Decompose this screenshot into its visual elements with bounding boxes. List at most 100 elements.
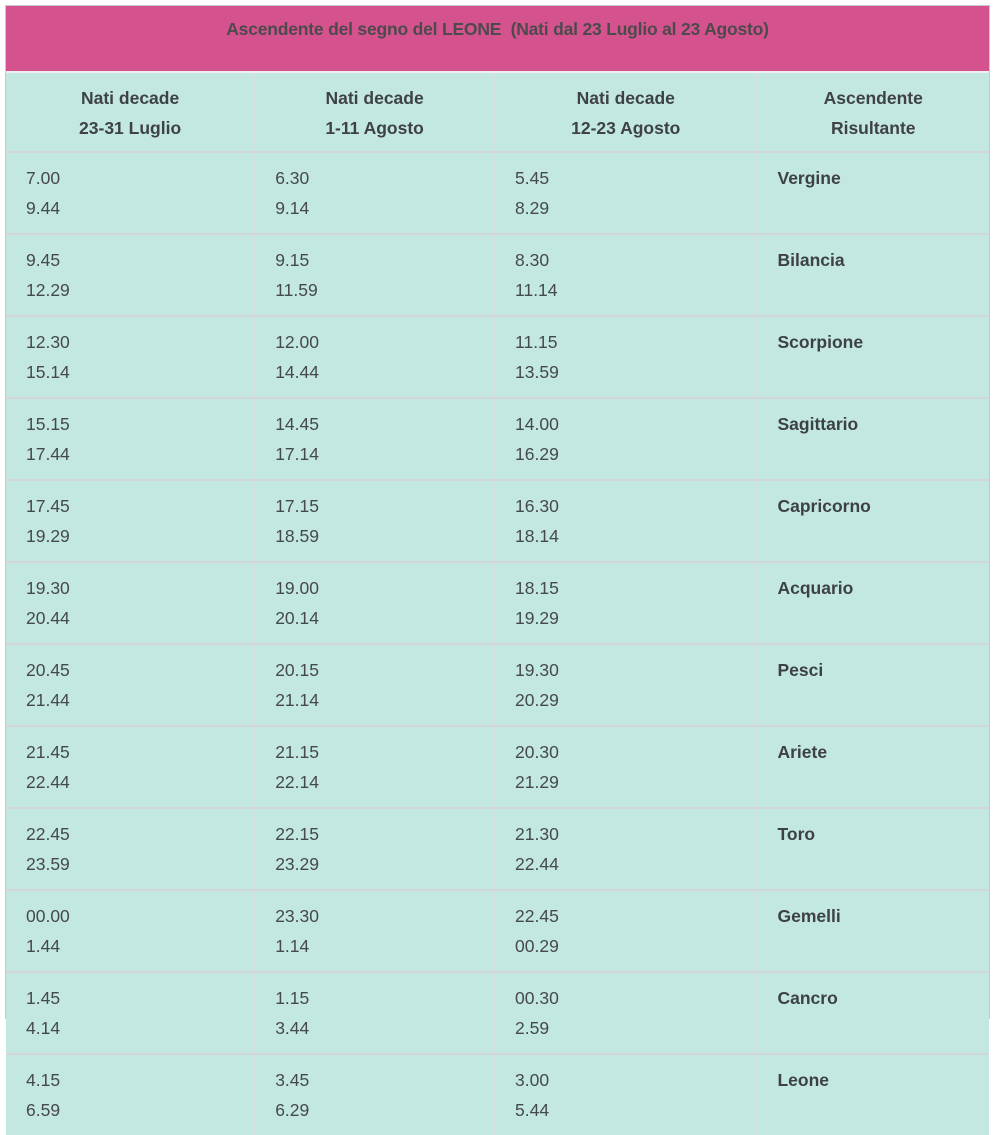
time-end: 12.29	[26, 279, 70, 300]
table-row: 12.30 15.14 12.00 14.44 11.15 13.59 Scor…	[6, 315, 989, 398]
time-start: 20.15	[275, 660, 319, 680]
table-title: Ascendente del segno del LEONE (Nati dal…	[226, 19, 769, 39]
time-end: 23.29	[275, 853, 319, 874]
page: Ascendente del segno del LEONE (Nati dal…	[5, 5, 990, 1135]
ascendant-table-panel: Ascendente del segno del LEONE (Nati dal…	[5, 5, 990, 1135]
time-range-cell: 14.00 16.29	[494, 397, 757, 480]
ascendant-cell: Ariete	[756, 725, 989, 808]
table-row: 9.45 12.29 9.15 11.59 8.30 11.14 Bilanci…	[6, 233, 989, 316]
time-range-cell: 9.45 12.29	[6, 233, 255, 316]
time-range-cell: 19.30 20.44	[6, 561, 255, 644]
ascendant-cell: Bilancia	[756, 233, 989, 316]
time-end: 11.14	[515, 279, 558, 300]
time-range-cell: 6.30 9.14	[254, 151, 495, 234]
table-row: 4.15 6.59 3.45 6.29 3.00 5.44 Leone	[6, 1053, 989, 1135]
time-start: 22.45	[515, 906, 559, 926]
header-line2: 23-31 Luglio	[79, 118, 182, 138]
ascendant-cell: Pesci	[756, 643, 989, 726]
time-range-cell: 14.45 17.14	[254, 397, 495, 480]
time-end: 00.29	[515, 935, 559, 956]
ascendant-cell: Cancro	[756, 971, 989, 1054]
time-end: 6.59	[26, 1099, 61, 1120]
time-start: 5.45	[515, 168, 550, 188]
ascendant-cell: Toro	[756, 807, 989, 890]
time-start: 20.45	[26, 660, 70, 680]
time-range-cell: 15.15 17.44	[6, 397, 255, 480]
time-end: 9.14	[275, 197, 310, 218]
time-end: 19.29	[26, 525, 70, 546]
ascendant-cell: Acquario	[756, 561, 989, 644]
time-range-cell: 12.00 14.44	[254, 315, 495, 398]
time-start: 8.30	[515, 250, 550, 270]
time-end: 17.14	[275, 443, 319, 464]
time-end: 1.14	[275, 935, 310, 956]
time-end: 17.44	[26, 443, 70, 464]
table-row: 00.00 1.44 23.30 1.14 22.45 00.29 Gemell…	[6, 889, 989, 972]
ascendant-table: Nati decade 23-31 Luglio Nati decade 1-1…	[6, 73, 989, 1135]
time-range-cell: 12.30 15.14	[6, 315, 255, 398]
time-start: 9.45	[26, 250, 61, 270]
time-range-cell: 20.45 21.44	[6, 643, 255, 726]
time-start: 9.15	[275, 250, 310, 270]
time-start: 14.00	[515, 414, 559, 434]
time-start: 15.15	[26, 414, 70, 434]
ascendant-cell: Scorpione	[756, 315, 989, 398]
ascendant-cell: Vergine	[756, 151, 989, 234]
header-line2: 1-11 Agosto	[325, 118, 424, 138]
table-row: 15.15 17.44 14.45 17.14 14.00 16.29 Sagi…	[6, 397, 989, 480]
time-start: 6.30	[275, 168, 310, 188]
time-range-cell: 1.15 3.44	[254, 971, 495, 1054]
ascendant-cell: Sagittario	[756, 397, 989, 480]
time-range-cell: 17.45 19.29	[6, 479, 255, 562]
time-range-cell: 7.00 9.44	[6, 151, 255, 234]
header-line1: Nati decade	[576, 88, 675, 108]
column-header-decade1: Nati decade 23-31 Luglio	[6, 73, 255, 152]
ascendant-cell: Gemelli	[756, 889, 989, 972]
time-range-cell: 22.45 23.59	[6, 807, 255, 890]
header-row: Nati decade 23-31 Luglio Nati decade 1-1…	[6, 73, 989, 152]
time-start: 4.15	[26, 1070, 61, 1090]
time-end: 20.29	[515, 689, 559, 710]
time-range-cell: 23.30 1.14	[254, 889, 495, 972]
header-line2: 12-23 Agosto	[571, 118, 681, 138]
time-end: 14.44	[275, 361, 319, 382]
time-end: 22.44	[26, 771, 70, 792]
table-row: 21.45 22.44 21.15 22.14 20.30 21.29 Arie…	[6, 725, 989, 808]
time-start: 1.45	[26, 988, 61, 1008]
time-end: 5.44	[515, 1099, 550, 1120]
time-range-cell: 17.15 18.59	[254, 479, 495, 562]
time-end: 11.59	[275, 279, 318, 300]
time-start: 19.00	[275, 578, 319, 598]
time-range-cell: 3.00 5.44	[494, 1053, 757, 1135]
ascendant-cell: Capricorno	[756, 479, 989, 562]
time-end: 22.44	[515, 853, 559, 874]
time-start: 21.30	[515, 824, 559, 844]
time-range-cell: 20.30 21.29	[494, 725, 757, 808]
time-end: 15.14	[26, 361, 70, 382]
time-range-cell: 21.15 22.14	[254, 725, 495, 808]
column-header-decade3: Nati decade 12-23 Agosto	[494, 73, 757, 152]
table-row: 20.45 21.44 20.15 21.14 19.30 20.29 Pesc…	[6, 643, 989, 726]
time-end: 6.29	[275, 1099, 310, 1120]
time-range-cell: 19.00 20.14	[254, 561, 495, 644]
column-header-decade2: Nati decade 1-11 Agosto	[254, 73, 495, 152]
table-row: 19.30 20.44 19.00 20.14 18.15 19.29 Acqu…	[6, 561, 989, 644]
time-start: 14.45	[275, 414, 319, 434]
time-range-cell: 4.15 6.59	[6, 1053, 255, 1135]
time-end: 21.29	[515, 771, 559, 792]
time-range-cell: 19.30 20.29	[494, 643, 757, 726]
time-range-cell: 3.45 6.29	[254, 1053, 495, 1135]
table-row: 7.00 9.44 6.30 9.14 5.45 8.29 Vergine	[6, 151, 989, 234]
ascendant-cell: Leone	[756, 1053, 989, 1135]
time-range-cell: 11.15 13.59	[494, 315, 757, 398]
time-end: 3.44	[275, 1017, 310, 1038]
time-end: 16.29	[515, 443, 559, 464]
time-range-cell: 00.00 1.44	[6, 889, 255, 972]
time-range-cell: 21.45 22.44	[6, 725, 255, 808]
time-start: 17.45	[26, 496, 70, 516]
time-start: 1.15	[275, 988, 310, 1008]
time-start: 11.15	[515, 332, 558, 352]
time-start: 22.45	[26, 824, 70, 844]
table-row: 1.45 4.14 1.15 3.44 00.30 2.59 Cancro	[6, 971, 989, 1054]
table-row: 22.45 23.59 22.15 23.29 21.30 22.44 Toro	[6, 807, 989, 890]
